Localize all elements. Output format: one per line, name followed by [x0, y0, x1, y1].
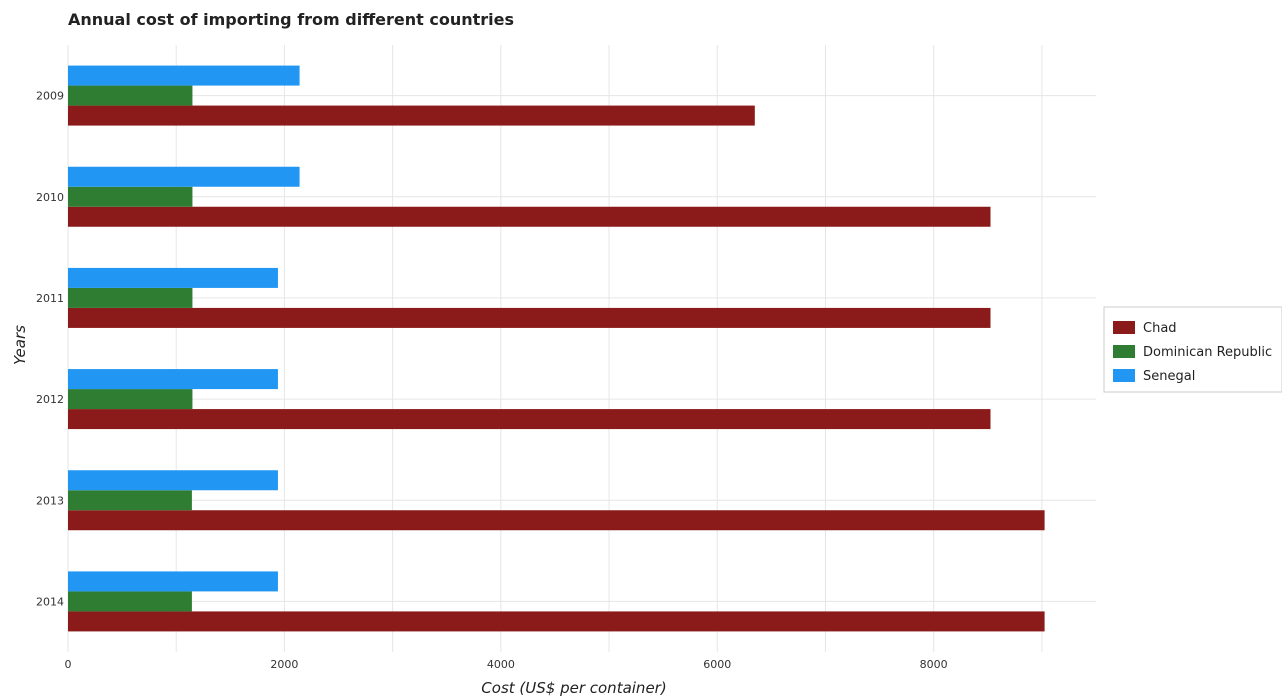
- grid: [67, 45, 1096, 652]
- bar-dominican-republic-2011: [68, 287, 193, 308]
- legend-swatch: [1113, 345, 1135, 358]
- bar-senegal-2011: [68, 267, 278, 288]
- y-tick-label: 2011: [36, 292, 64, 305]
- bar-chad-2013: [68, 510, 1045, 531]
- bar-dominican-republic-2010: [68, 186, 193, 207]
- bar-dominican-republic-2009: [68, 85, 193, 106]
- y-tick-label: 2010: [36, 191, 64, 204]
- y-tick-label: 2009: [36, 90, 64, 103]
- y-tick-label: 2014: [36, 595, 64, 608]
- legend-swatch: [1113, 321, 1135, 334]
- legend-label: Chad: [1143, 321, 1177, 336]
- legend-swatch: [1113, 369, 1135, 382]
- y-tick-label: 2012: [36, 393, 64, 406]
- y-axis-ticks: 2009 2010 2011 2012 2013 2014: [36, 90, 64, 609]
- bars: [68, 65, 1045, 632]
- legend-label: Dominican Republic: [1143, 345, 1272, 360]
- x-tick-label: 4000: [487, 658, 515, 671]
- x-tick-label: 2000: [270, 658, 298, 671]
- x-tick-label: 6000: [703, 658, 731, 671]
- bar-senegal-2010: [68, 166, 300, 187]
- x-axis-label: Cost (US$ per container): [481, 679, 666, 697]
- y-axis-label: Years: [11, 325, 29, 365]
- bar-dominican-republic-2014: [68, 591, 192, 612]
- x-axis-ticks: 0 2000 4000 6000 8000: [65, 658, 948, 671]
- bar-dominican-republic-2012: [68, 389, 193, 410]
- legend-label: Senegal: [1143, 369, 1195, 384]
- bar-senegal-2014: [68, 571, 278, 592]
- bar-senegal-2009: [68, 65, 300, 86]
- chart-title: Annual cost of importing from different …: [68, 10, 514, 29]
- x-tick-label: 0: [65, 658, 72, 671]
- bar-chad-2009: [68, 105, 755, 126]
- bar-dominican-republic-2013: [68, 490, 192, 511]
- bar-chad-2014: [68, 611, 1045, 632]
- bar-senegal-2013: [68, 470, 278, 491]
- x-tick-label: 8000: [920, 658, 948, 671]
- bar-senegal-2012: [68, 369, 278, 390]
- y-tick-label: 2013: [36, 494, 64, 507]
- bar-chad-2012: [68, 409, 991, 430]
- bar-chad-2010: [68, 206, 991, 227]
- bar-chad-2011: [68, 307, 991, 328]
- legend: Chad Dominican Republic Senegal: [1103, 306, 1282, 393]
